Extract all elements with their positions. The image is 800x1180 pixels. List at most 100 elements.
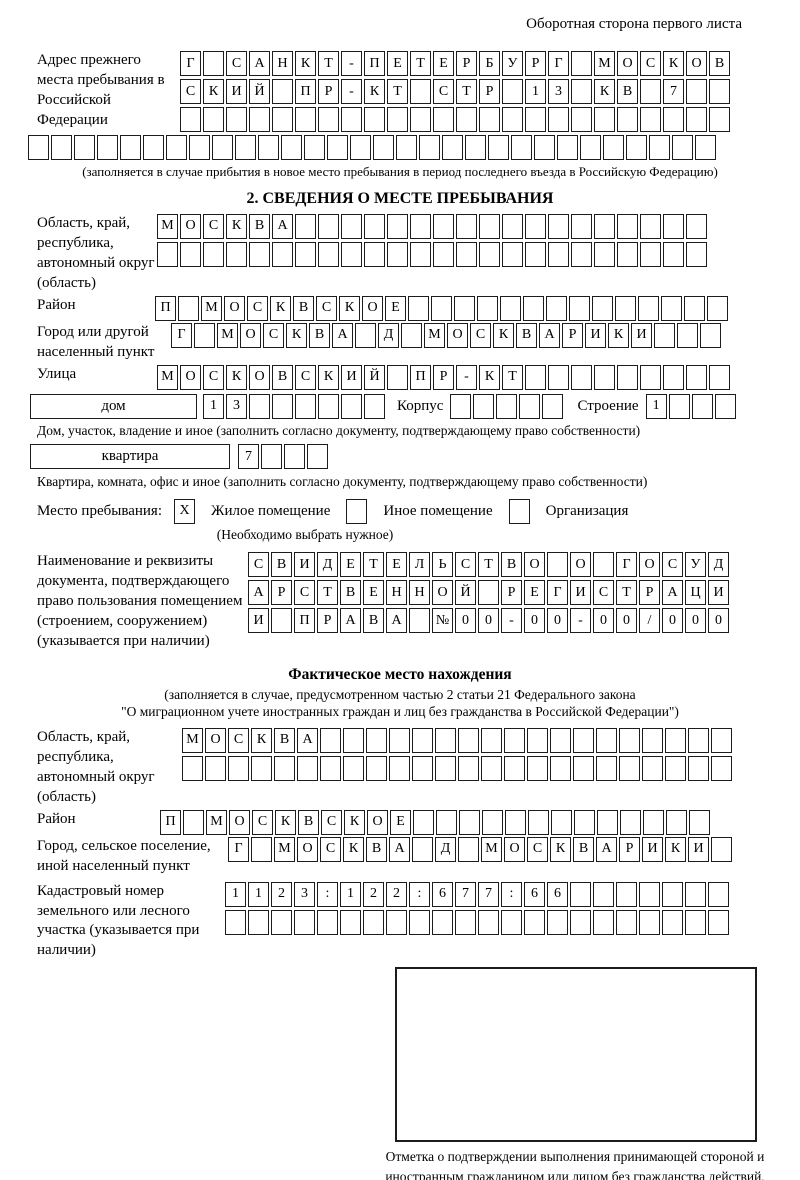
char-cell[interactable]: [261, 444, 282, 470]
char-cell[interactable]: Т: [387, 79, 408, 104]
char-cell[interactable]: [455, 909, 476, 935]
char-cell[interactable]: [433, 241, 454, 267]
char-cell[interactable]: 3: [294, 881, 315, 907]
char-cell[interactable]: [481, 727, 502, 753]
char-cell[interactable]: :: [501, 881, 522, 907]
char-cell[interactable]: С: [252, 809, 273, 835]
char-cell[interactable]: [504, 727, 525, 753]
char-cell[interactable]: [350, 135, 371, 160]
char-cell[interactable]: К: [343, 836, 364, 862]
char-cell[interactable]: И: [248, 608, 269, 634]
char-cell[interactable]: [318, 107, 339, 132]
char-cell[interactable]: [511, 135, 532, 160]
char-cell[interactable]: О: [224, 295, 245, 321]
char-cell[interactable]: [649, 135, 670, 160]
char-cell[interactable]: [643, 809, 664, 835]
char-cell[interactable]: Р: [479, 79, 500, 104]
char-cell[interactable]: [523, 295, 544, 321]
char-cell[interactable]: А: [248, 580, 269, 606]
char-cell[interactable]: [546, 295, 567, 321]
char-cell[interactable]: И: [631, 322, 652, 348]
char-cell[interactable]: [341, 107, 362, 132]
char-cell[interactable]: [593, 881, 614, 907]
char-cell[interactable]: [500, 295, 521, 321]
char-cell[interactable]: О: [362, 295, 383, 321]
char-cell[interactable]: А: [596, 836, 617, 862]
char-cell[interactable]: 2: [271, 881, 292, 907]
char-cell[interactable]: [686, 213, 707, 239]
char-cell[interactable]: [620, 809, 641, 835]
char-cell[interactable]: [685, 909, 706, 935]
char-cell[interactable]: Е: [340, 552, 361, 578]
char-cell[interactable]: [226, 241, 247, 267]
char-cell[interactable]: [617, 364, 638, 390]
char-cell[interactable]: [519, 393, 541, 419]
char-cell[interactable]: В: [516, 322, 537, 348]
char-cell[interactable]: 0: [593, 608, 614, 634]
char-cell[interactable]: О: [180, 364, 201, 390]
char-cell[interactable]: В: [501, 552, 522, 578]
char-cell[interactable]: [364, 393, 385, 419]
char-cell[interactable]: [617, 107, 638, 132]
char-cell[interactable]: [709, 364, 730, 390]
char-cell[interactable]: [592, 295, 613, 321]
char-cell[interactable]: [663, 364, 684, 390]
char-cell[interactable]: [274, 755, 295, 781]
char-cell[interactable]: [711, 727, 732, 753]
char-cell[interactable]: 6: [432, 881, 453, 907]
char-cell[interactable]: [226, 107, 247, 132]
char-cell[interactable]: С: [527, 836, 548, 862]
char-cell[interactable]: [343, 727, 364, 753]
char-cell[interactable]: [714, 393, 736, 419]
char-cell[interactable]: С: [295, 364, 316, 390]
char-cell[interactable]: [573, 755, 594, 781]
char-cell[interactable]: 1: [525, 79, 546, 104]
char-cell[interactable]: Г: [547, 580, 568, 606]
char-cell[interactable]: [527, 755, 548, 781]
char-cell[interactable]: [547, 552, 568, 578]
char-cell[interactable]: 3: [226, 393, 247, 419]
char-cell[interactable]: [525, 364, 546, 390]
char-cell[interactable]: [594, 241, 615, 267]
char-cell[interactable]: Г: [180, 51, 201, 76]
char-cell[interactable]: [542, 393, 564, 419]
char-cell[interactable]: [431, 295, 452, 321]
char-cell[interactable]: В: [298, 809, 319, 835]
char-cell[interactable]: [363, 909, 384, 935]
char-cell[interactable]: [689, 809, 710, 835]
char-cell[interactable]: [442, 135, 463, 160]
char-cell[interactable]: [661, 295, 682, 321]
char-cell[interactable]: Г: [171, 322, 192, 348]
char-cell[interactable]: Е: [363, 580, 384, 606]
char-cell[interactable]: 0: [547, 608, 568, 634]
char-cell[interactable]: [271, 608, 292, 634]
char-cell[interactable]: В: [293, 295, 314, 321]
char-cell[interactable]: [456, 241, 477, 267]
char-cell[interactable]: К: [286, 322, 307, 348]
char-cell[interactable]: У: [685, 552, 706, 578]
char-cell[interactable]: [258, 135, 279, 160]
char-cell[interactable]: [341, 213, 362, 239]
char-cell[interactable]: 0: [708, 608, 729, 634]
char-cell[interactable]: [364, 107, 385, 132]
char-cell[interactable]: [364, 213, 385, 239]
char-cell[interactable]: [343, 755, 364, 781]
char-cell[interactable]: [194, 322, 215, 348]
char-cell[interactable]: С: [593, 580, 614, 606]
char-cell[interactable]: 0: [524, 608, 545, 634]
char-cell[interactable]: [183, 809, 204, 835]
char-cell[interactable]: [571, 79, 592, 104]
char-cell[interactable]: [251, 836, 272, 862]
char-cell[interactable]: [386, 909, 407, 935]
char-cell[interactable]: М: [217, 322, 238, 348]
char-cell[interactable]: [708, 881, 729, 907]
char-cell[interactable]: О: [639, 552, 660, 578]
char-cell[interactable]: [525, 107, 546, 132]
char-cell[interactable]: К: [318, 364, 339, 390]
char-cell[interactable]: С: [640, 51, 661, 76]
char-cell[interactable]: А: [539, 322, 560, 348]
char-cell[interactable]: О: [297, 836, 318, 862]
char-cell[interactable]: [688, 755, 709, 781]
char-cell[interactable]: Е: [386, 552, 407, 578]
char-cell[interactable]: [548, 213, 569, 239]
